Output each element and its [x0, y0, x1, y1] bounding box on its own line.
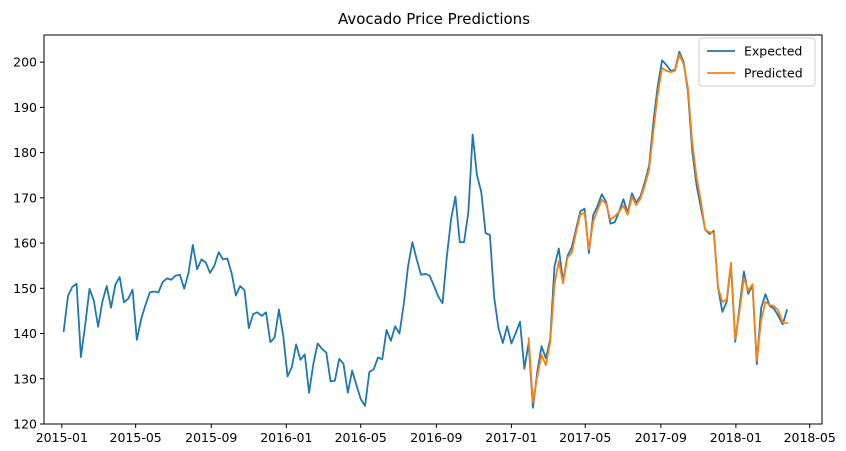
- x-tick-label: 2016-01: [260, 430, 312, 445]
- x-tick-label: 2017-05: [559, 430, 611, 445]
- legend: Expected Predicted: [698, 37, 816, 87]
- chart-title: Avocado Price Predictions: [338, 10, 530, 28]
- x-tick-label: 2016-05: [335, 430, 387, 445]
- legend-label-expected: Expected: [744, 44, 802, 59]
- x-tick-label: 2015-09: [185, 430, 237, 445]
- y-tick-label: 180: [13, 145, 37, 160]
- legend-label-predicted: Predicted: [744, 66, 803, 81]
- x-tick-label: 2015-05: [110, 430, 162, 445]
- x-tick-label: 2017-09: [635, 430, 687, 445]
- y-axis: 120 130 140 150 160 170 180 190 200: [13, 55, 44, 432]
- x-tick-label: 2016-09: [410, 430, 462, 445]
- x-tick-label: 2015-01: [36, 430, 88, 445]
- y-tick-label: 120: [13, 417, 37, 432]
- y-tick-label: 160: [13, 236, 37, 251]
- y-tick-label: 190: [13, 100, 37, 115]
- legend-box: [698, 37, 816, 87]
- series-layer: [62, 50, 788, 409]
- y-tick-label: 170: [13, 190, 37, 205]
- x-tick-label: 2018-01: [710, 430, 762, 445]
- y-tick-label: 200: [13, 55, 37, 70]
- plot-area-frame: [43, 34, 823, 425]
- series-line-expected: [62, 50, 788, 409]
- y-tick-label: 130: [13, 371, 37, 386]
- series-line-predicted: [527, 53, 788, 404]
- y-tick-label: 140: [13, 326, 37, 341]
- x-tick-label: 2017-01: [485, 430, 537, 445]
- x-axis: 2015-01 2015-05 2015-09 2016-01 2016-05 2016-…: [36, 424, 836, 445]
- x-tick-label: 2018-05: [784, 430, 836, 445]
- y-tick-label: 150: [13, 281, 37, 296]
